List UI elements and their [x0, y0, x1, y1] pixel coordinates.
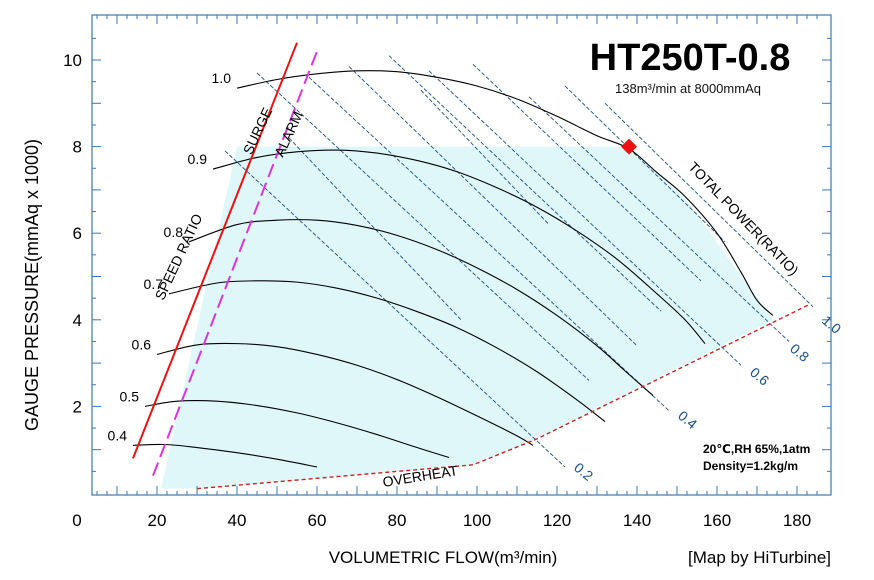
power-line: [428, 70, 742, 366]
speed-curve: [236, 70, 774, 316]
power-line: [528, 96, 790, 342]
x-tick-label: 20: [148, 511, 167, 530]
y-tick-label: 10: [63, 51, 82, 70]
speed-ratio-value: 0.4: [108, 427, 128, 443]
y-tick-label: 8: [73, 138, 82, 157]
x-tick-label: 160: [703, 511, 731, 530]
x-tick-label: 60: [308, 511, 327, 530]
power-line: [308, 76, 670, 412]
power-ratio-label: 0.6: [747, 364, 772, 389]
alarm-line: [152, 50, 318, 477]
x-axis-label: VOLUMETRIC FLOW(m³/min): [329, 548, 558, 567]
limit-lines-layer: [132, 42, 810, 490]
speed-curve: [144, 400, 450, 459]
x-tick-label: 0: [72, 511, 81, 530]
y-tick-label: 2: [73, 397, 82, 416]
y-tick-labels: 2 4 6 8 10: [63, 51, 82, 416]
speed-curve: [188, 219, 654, 396]
design-point-marker: [621, 138, 637, 155]
operating-region: [161, 146, 773, 489]
power-ratio-label: 1.0: [819, 312, 844, 337]
power-ratio-label: 0.8: [787, 340, 812, 365]
ticks-layer: [92, 15, 831, 495]
power-line: [420, 89, 550, 225]
power-line: [472, 64, 702, 282]
power-line: [388, 55, 662, 312]
x-tick-labels: 0 20 40 60 80 100 120 140 160 180: [72, 511, 811, 530]
model-title: HT250T-0.8: [590, 37, 791, 79]
surge-line: [132, 42, 298, 459]
speed-curve: [168, 280, 606, 422]
speed-ratio-value: 0.8: [164, 224, 184, 240]
y-tick-label: 6: [73, 224, 82, 243]
conditions-line1: 20℃,RH 65%,1atm: [703, 442, 810, 456]
speed-ratio-labels: 0.4 0.5 0.6 0.7 0.8 0.9 1.0: [108, 70, 232, 443]
power-line: [256, 72, 590, 381]
power-line: [604, 102, 814, 308]
y-tick-label: 4: [73, 311, 82, 330]
x-tick-label: 100: [463, 511, 491, 530]
speed-curve: [212, 149, 706, 344]
power-line: [348, 66, 638, 347]
rating-subtitle: 138m³/min at 8000mmAq: [615, 81, 761, 96]
x-tick-label: 140: [623, 511, 651, 530]
speed-ratio-value: 0.6: [132, 336, 152, 352]
speed-curves-layer: [132, 70, 774, 468]
power-ratio-label: 0.4: [675, 407, 700, 432]
plot-frame: [91, 14, 832, 496]
speed-ratio-value: 0.9: [188, 151, 208, 167]
conditions-line2: Density=1.2kg/m: [703, 459, 798, 473]
plot-region-layer: [161, 146, 773, 489]
x-tick-label: 40: [228, 511, 247, 530]
power-line: [564, 85, 726, 243]
x-tick-label: 80: [388, 511, 407, 530]
power-lines-layer: [224, 55, 814, 468]
speed-ratio-value: 0.7: [144, 276, 164, 292]
power-line: [224, 150, 566, 468]
overheat-line: [196, 304, 810, 490]
x-tick-label: 180: [783, 511, 811, 530]
power-ratio-label: 0.2: [571, 459, 596, 484]
speed-curve: [156, 342, 534, 446]
y-axis-label: GAUGE PRESSURE(mmAq x 1000): [22, 139, 42, 431]
speed-ratio-value: 1.0: [212, 70, 232, 86]
credit-label: [Map by HiTurbine]: [688, 548, 831, 567]
speed-curve: [132, 443, 318, 468]
x-tick-label: 120: [543, 511, 571, 530]
speed-ratio-value: 0.5: [120, 388, 140, 404]
